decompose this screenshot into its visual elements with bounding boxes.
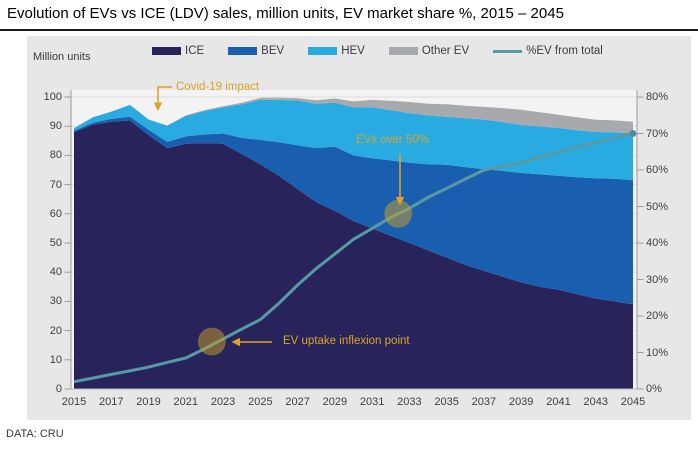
left-axis-tick-0: 0	[55, 383, 62, 395]
right-axis-tick-20pct: 20%	[646, 310, 669, 322]
right-axis-tick-40pct: 40%	[646, 237, 669, 249]
annotation-covid-19-impact: Covid-19 impact	[176, 81, 260, 93]
legend-label: Other EV	[421, 45, 470, 57]
left-axis-tick-10: 10	[49, 353, 62, 366]
x-axis-tick-2029: 2029	[322, 396, 348, 408]
x-axis-tick-2021: 2021	[173, 396, 199, 408]
data-source: DATA: CRU	[6, 428, 64, 440]
x-axis-tick-2017: 2017	[99, 396, 124, 408]
x-axis-tick-2041: 2041	[546, 396, 571, 408]
legend-label: BEV	[261, 45, 285, 57]
legend-swatch	[388, 47, 418, 55]
page-title: Evolution of EVs vs ICE (LDV) sales, mil…	[7, 5, 564, 22]
left-axis-tick-20: 20	[49, 324, 62, 337]
right-axis-tick-10pct: 10%	[646, 346, 669, 359]
left-axis-tick-100: 100	[43, 91, 62, 103]
legend-swatch	[493, 49, 523, 53]
x-axis-tick-2043: 2043	[583, 396, 608, 408]
title-divider	[0, 29, 698, 31]
x-axis-tick-2039: 2039	[508, 396, 534, 408]
annotation-ev-uptake-inflexion-point: EV uptake inflexion point	[283, 335, 410, 347]
legend-swatch	[308, 47, 338, 55]
legend-label: %EV from total	[526, 45, 603, 57]
right-axis-tick-60pct: 60%	[646, 164, 669, 176]
right-axis-tick-30pct: 30%	[646, 273, 669, 286]
right-axis-tick-0pct: 0%	[646, 383, 662, 395]
left-axis-tick-90: 90	[49, 120, 62, 133]
x-axis-tick-2019: 2019	[136, 396, 161, 408]
legend-item-bev: BEV	[228, 45, 284, 57]
x-axis-tick-2033: 2033	[397, 396, 422, 408]
x-axis-tick-2023: 2023	[210, 396, 236, 408]
legend-item--ev-from-total: %EV from total	[493, 45, 603, 57]
right-axis-tick-80pct: 80%	[646, 91, 669, 103]
x-axis-tick-2015: 2015	[61, 396, 87, 408]
left-axis-title: Million units	[33, 51, 91, 63]
left-axis-tick-30: 30	[49, 295, 62, 308]
left-axis-tick-50: 50	[49, 237, 62, 249]
right-axis-tick-70pct: 70%	[646, 127, 669, 140]
left-axis-tick-80: 80	[49, 149, 62, 162]
left-axis-tick-70: 70	[49, 178, 62, 191]
left-axis-tick-60: 60	[49, 207, 62, 220]
x-axis-tick-2027: 2027	[285, 396, 310, 408]
legend-swatch	[228, 47, 258, 55]
x-axis-tick-2025: 2025	[248, 396, 273, 408]
legend-swatch	[152, 47, 181, 55]
x-axis-tick-2035: 2035	[434, 396, 459, 408]
left-axis-tick-40: 40	[49, 266, 62, 279]
legend-item-hev: HEV	[308, 45, 365, 57]
right-axis-tick-50pct: 50%	[646, 200, 669, 213]
annotation-evs-over-50-percent: EVs over 50%	[356, 134, 429, 146]
legend-label: HEV	[341, 45, 365, 57]
legend: ICE BEV HEV Other EV %EV from total	[152, 45, 603, 57]
x-axis-tick-2037: 2037	[471, 396, 497, 408]
legend-label: ICE	[185, 45, 205, 57]
legend-item-ice: ICE	[152, 45, 204, 57]
x-axis-tick-2045: 2045	[620, 396, 646, 408]
x-axis-tick-2031: 2031	[359, 396, 385, 408]
legend-item-other-ev: Other EV	[388, 45, 470, 57]
chart-panel	[27, 36, 691, 420]
